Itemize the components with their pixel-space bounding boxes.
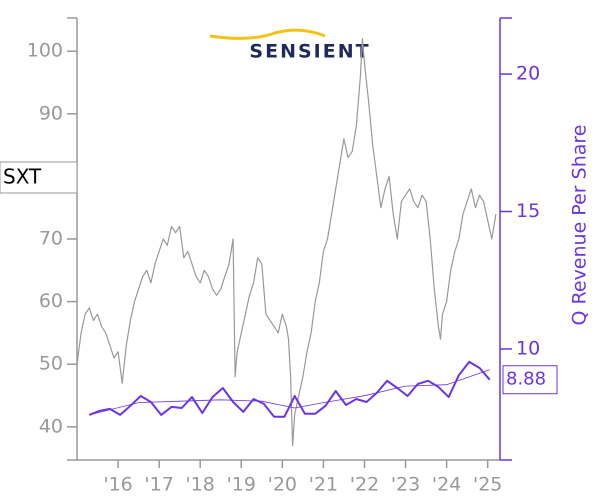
y-tick-label: 100 bbox=[27, 40, 63, 62]
last-value-label: 8.88 bbox=[506, 369, 546, 390]
x-tick-label: '16 bbox=[103, 474, 132, 496]
y-tick-label: 90 bbox=[39, 102, 63, 124]
logo-swoosh bbox=[209, 28, 326, 40]
x-tick-label: '25 bbox=[473, 474, 502, 496]
x-tick-label: '22 bbox=[350, 474, 379, 496]
x-tick-label: '20 bbox=[268, 474, 297, 496]
series-line bbox=[88, 360, 491, 418]
x-tick-label: '24 bbox=[432, 474, 461, 496]
x-tick-label: '21 bbox=[309, 474, 338, 496]
last-value-box bbox=[502, 365, 558, 395]
y-tick-label: 40 bbox=[39, 415, 63, 437]
series-line bbox=[76, 38, 497, 447]
y2-tick-label: 15 bbox=[516, 200, 540, 222]
plot-area: 40 50 60 70 90 100 10 15 20 '16 '17 '18 '19 '20 '21 '22… bbox=[27, 17, 558, 496]
series-line bbox=[89, 369, 490, 416]
y2-axis-title: Q Revenue Per Share bbox=[569, 125, 591, 326]
y-tick-label: 50 bbox=[39, 353, 63, 375]
y2-tick-label: 20 bbox=[516, 63, 540, 85]
ticker-label: SXT bbox=[3, 165, 42, 189]
logo-text: SENSIENT bbox=[249, 41, 370, 63]
x-tick-label: '19 bbox=[227, 474, 256, 496]
x-tick-label: '17 bbox=[144, 474, 173, 496]
y-tick-label: 70 bbox=[39, 228, 63, 250]
y2-tick-label: 10 bbox=[516, 337, 540, 359]
ticker-box bbox=[0, 161, 78, 194]
y-tick-label: 60 bbox=[39, 290, 63, 312]
x-tick-label: '18 bbox=[186, 474, 215, 496]
x-tick-label: '23 bbox=[391, 474, 420, 496]
